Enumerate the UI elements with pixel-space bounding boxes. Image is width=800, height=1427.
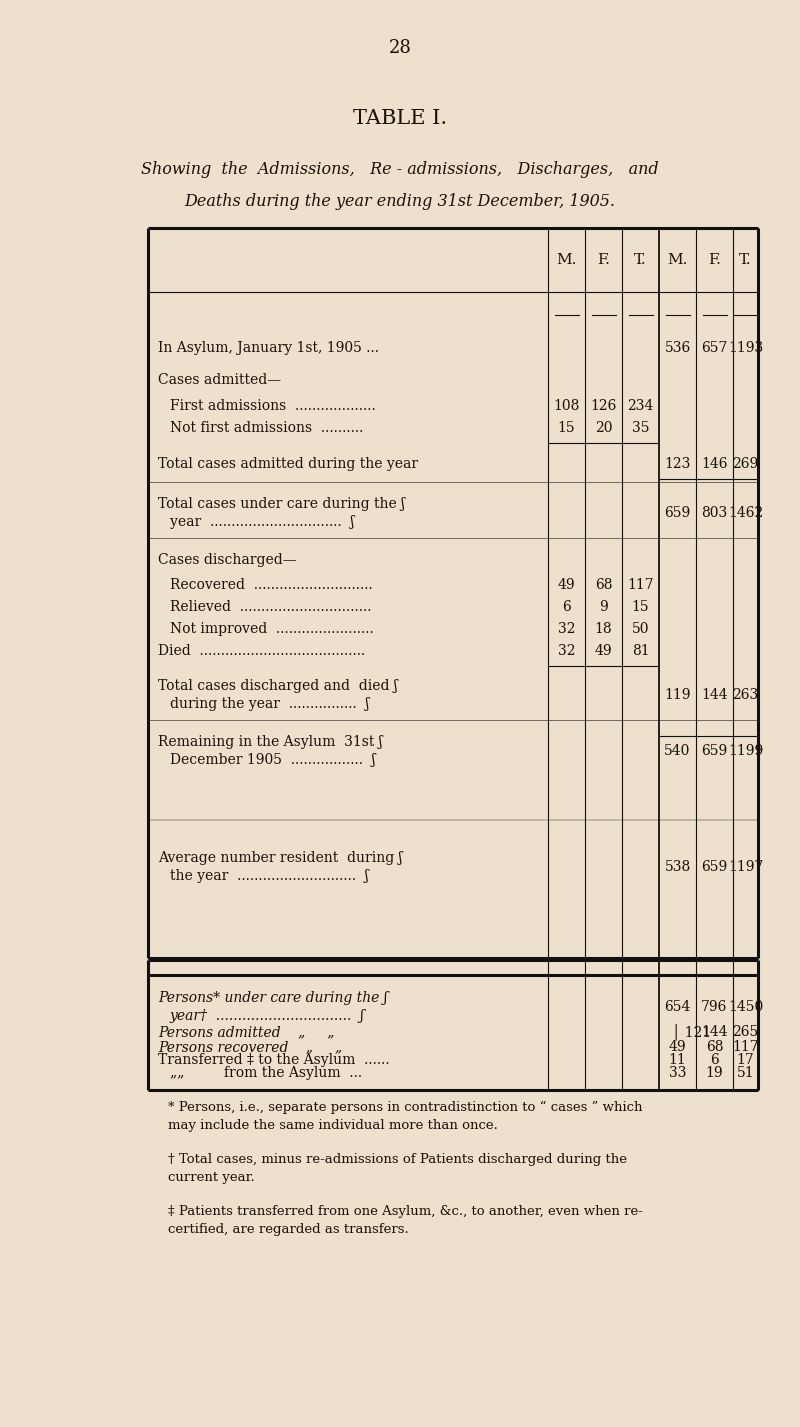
Text: 15: 15 — [558, 421, 575, 435]
Text: 126: 126 — [590, 400, 617, 412]
Text: 146: 146 — [702, 457, 728, 471]
Text: 68: 68 — [594, 578, 612, 592]
Text: 18: 18 — [594, 622, 612, 636]
Text: 17: 17 — [737, 1053, 754, 1067]
Text: Cases admitted—: Cases admitted— — [158, 372, 281, 387]
Text: current year.: current year. — [168, 1172, 254, 1184]
Text: F.: F. — [597, 253, 610, 267]
Text: year  ...............................  ʃ: year ............................... ʃ — [170, 515, 354, 529]
Text: Not first admissions  ..........: Not first admissions .......... — [170, 421, 363, 435]
Text: 33: 33 — [669, 1066, 686, 1080]
Text: during the year  ................  ʃ: during the year ................ ʃ — [170, 696, 370, 711]
Text: Total cases under care during the ʃ: Total cases under care during the ʃ — [158, 497, 405, 511]
Text: First admissions  ...................: First admissions ................... — [170, 400, 376, 412]
Text: 50: 50 — [632, 622, 650, 636]
Text: M.: M. — [556, 253, 577, 267]
Text: 81: 81 — [632, 644, 650, 658]
Text: Remaining in the Asylum  31st ʃ: Remaining in the Asylum 31st ʃ — [158, 735, 382, 749]
Text: „„         from the Asylum  ...: „„ from the Asylum ... — [170, 1066, 362, 1080]
Text: 269: 269 — [732, 457, 758, 471]
Text: 11: 11 — [669, 1053, 686, 1067]
Text: Cases discharged—: Cases discharged— — [158, 554, 297, 567]
Text: 68: 68 — [706, 1040, 723, 1055]
Text: 6: 6 — [562, 599, 571, 614]
Text: certified, are regarded as transfers.: certified, are regarded as transfers. — [168, 1223, 409, 1237]
Text: Showing  the  Admissions,   Re - admissions,   Discharges,   and: Showing the Admissions, Re - admissions,… — [141, 161, 659, 178]
Text: Total cases discharged and  died ʃ: Total cases discharged and died ʃ — [158, 679, 398, 694]
Text: year†  ...............................  ʃ: year† ............................... ʃ — [170, 1009, 365, 1023]
Text: T.: T. — [634, 253, 647, 267]
Text: 28: 28 — [389, 39, 411, 57]
Text: 1199: 1199 — [728, 743, 763, 758]
Text: 49: 49 — [594, 644, 612, 658]
Text: 265: 265 — [732, 1025, 758, 1039]
Text: Persons admitted    „     „: Persons admitted „ „ — [158, 1025, 334, 1039]
Text: 1197: 1197 — [728, 860, 763, 873]
Text: T.: T. — [739, 253, 752, 267]
Text: * Persons, i.e., separate persons in contradistinction to “ cases ” which: * Persons, i.e., separate persons in con… — [168, 1100, 642, 1113]
Text: 803: 803 — [702, 507, 728, 519]
Text: 654: 654 — [664, 1000, 690, 1015]
Text: 659: 659 — [664, 507, 690, 519]
Text: 659: 659 — [702, 743, 728, 758]
Text: Persons* under care during the ʃ: Persons* under care during the ʃ — [158, 990, 387, 1005]
Text: 144: 144 — [701, 1025, 728, 1039]
Text: 119: 119 — [664, 688, 690, 702]
Text: 20: 20 — [594, 421, 612, 435]
Text: 32: 32 — [558, 644, 575, 658]
Text: 15: 15 — [632, 599, 650, 614]
Text: 1193: 1193 — [728, 341, 763, 355]
Text: 35: 35 — [632, 421, 650, 435]
Text: Average number resident  during ʃ: Average number resident during ʃ — [158, 850, 402, 865]
Text: 536: 536 — [664, 341, 690, 355]
Text: 32: 32 — [558, 622, 575, 636]
Text: Relieved  ...............................: Relieved ............................... — [170, 599, 371, 614]
Text: the year  ............................  ʃ: the year ............................ ʃ — [170, 869, 369, 883]
Text: F.: F. — [708, 253, 721, 267]
Text: 49: 49 — [558, 578, 575, 592]
Text: 659: 659 — [702, 860, 728, 873]
Text: Recovered  ............................: Recovered ............................ — [170, 578, 373, 592]
Text: ‡ Patients transferred from one Asylum, &c., to another, even when re­: ‡ Patients transferred from one Asylum, … — [168, 1206, 643, 1219]
Text: Not improved  .......................: Not improved ....................... — [170, 622, 374, 636]
Text: 49: 49 — [669, 1040, 686, 1055]
Text: 796: 796 — [702, 1000, 728, 1015]
Text: 51: 51 — [737, 1066, 754, 1080]
Text: In Asylum, January 1st, 1905 ...: In Asylum, January 1st, 1905 ... — [158, 341, 379, 355]
Text: 144: 144 — [701, 688, 728, 702]
Text: 19: 19 — [706, 1066, 723, 1080]
Text: 657: 657 — [702, 341, 728, 355]
Text: Total cases admitted during the year: Total cases admitted during the year — [158, 457, 418, 471]
Text: 1450: 1450 — [728, 1000, 763, 1015]
Text: 9: 9 — [599, 599, 608, 614]
Text: 6: 6 — [710, 1053, 719, 1067]
Text: 234: 234 — [627, 400, 654, 412]
Text: Died  .......................................: Died ...................................… — [158, 644, 366, 658]
Text: 123: 123 — [664, 457, 690, 471]
Text: 540: 540 — [664, 743, 690, 758]
Text: │ 121: │ 121 — [673, 1023, 712, 1040]
Text: Transferred ‡ to the Asylum  ......: Transferred ‡ to the Asylum ...... — [158, 1053, 390, 1067]
Text: 108: 108 — [554, 400, 580, 412]
Text: December 1905  .................  ʃ: December 1905 ................. ʃ — [170, 753, 375, 766]
Text: 117: 117 — [627, 578, 654, 592]
Text: 117: 117 — [732, 1040, 759, 1055]
Text: TABLE I.: TABLE I. — [353, 108, 447, 127]
Text: Persons recovered    „     „: Persons recovered „ „ — [158, 1040, 342, 1055]
Text: 263: 263 — [732, 688, 758, 702]
Text: Deaths during the year ending 31st December, 1905.: Deaths during the year ending 31st Decem… — [185, 194, 615, 211]
Text: † Total cases, minus re-admissions of Patients discharged during the: † Total cases, minus re-admissions of Pa… — [168, 1153, 627, 1166]
Text: 538: 538 — [664, 860, 690, 873]
Text: may include the same individual more than once.: may include the same individual more tha… — [168, 1119, 498, 1132]
Text: M.: M. — [667, 253, 688, 267]
Text: 1462: 1462 — [728, 507, 763, 519]
